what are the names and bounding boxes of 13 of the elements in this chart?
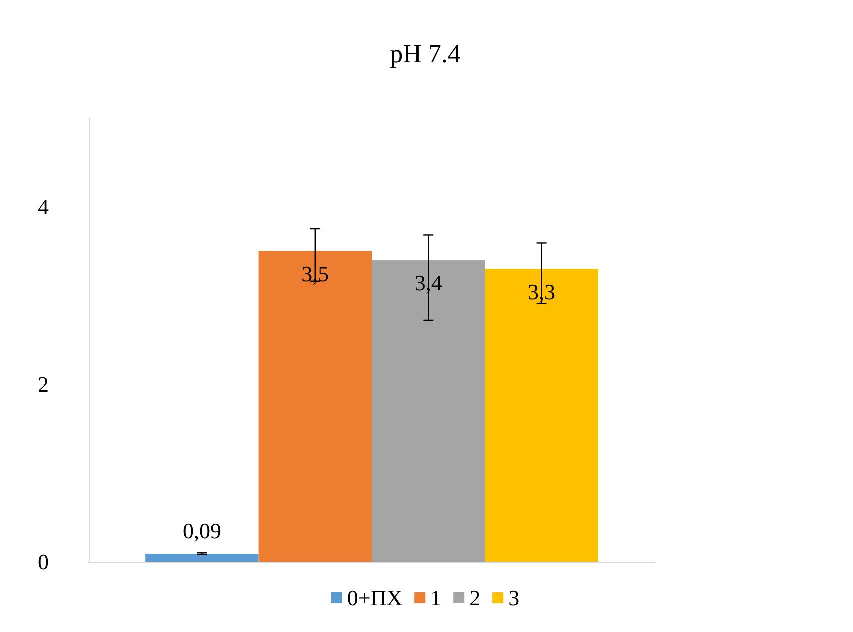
y-tick-label: 0 [38, 550, 49, 574]
chart-title: pH 7.4 [390, 40, 461, 68]
legend-label: 0+ПХ [347, 586, 403, 610]
bar [485, 268, 598, 562]
legend-label: 1 [430, 586, 442, 610]
bar [372, 260, 486, 562]
legend-label: 2 [470, 586, 481, 610]
y-tick-label: 2 [38, 372, 49, 397]
legend-label: 3 [508, 586, 520, 610]
y-tick-label: 4 [38, 194, 49, 220]
data-label: 0,09 [182, 518, 222, 544]
bar [258, 251, 372, 562]
bar [146, 554, 259, 562]
